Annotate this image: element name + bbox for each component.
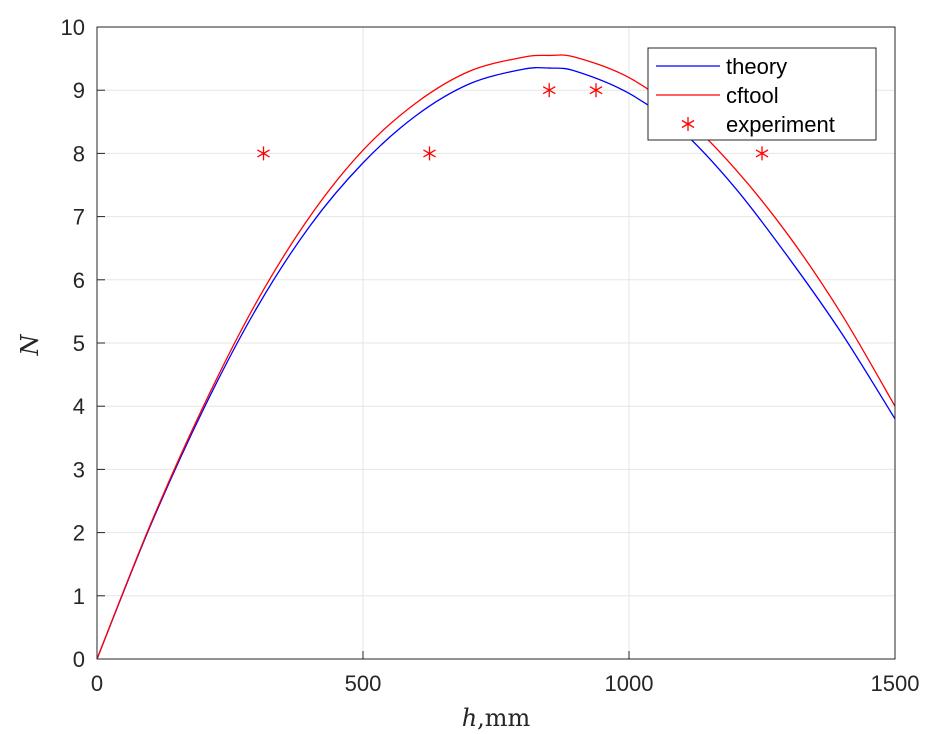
legend-swatch-experiment bbox=[681, 117, 695, 131]
data-point-experiment bbox=[589, 83, 603, 98]
data-point-experiment bbox=[542, 83, 556, 98]
y-axis-label: N bbox=[16, 334, 44, 357]
data-point-experiment bbox=[257, 146, 270, 161]
x-tick-label: 500 bbox=[345, 671, 382, 696]
series-layer bbox=[97, 54, 895, 659]
series-line-theory bbox=[97, 66, 895, 659]
y-tick-label: 7 bbox=[73, 205, 85, 230]
y-tick-label: 0 bbox=[73, 647, 85, 672]
y-tick-label: 6 bbox=[73, 268, 85, 293]
x-ticks: 0 500 1000 1500 bbox=[91, 651, 920, 696]
y-tick-label: 8 bbox=[73, 141, 85, 166]
y-tick-label: 9 bbox=[73, 78, 85, 103]
legend-label-theory: theory bbox=[726, 54, 787, 79]
x-axis-label-var: h bbox=[462, 704, 477, 732]
y-ticks: 0 1 2 3 4 5 6 7 8 9 10 bbox=[61, 15, 105, 672]
x-tick-label: 1500 bbox=[871, 671, 920, 696]
y-tick-label: 5 bbox=[73, 331, 85, 356]
legend-label-cftool: cftool bbox=[726, 83, 779, 108]
y-tick-label: 3 bbox=[73, 457, 85, 482]
legend: theory cftool experiment bbox=[647, 47, 877, 141]
legend-label-experiment: experiment bbox=[726, 112, 835, 137]
x-tick-label: 0 bbox=[91, 671, 103, 696]
x-axis-label-unit: ,mm bbox=[477, 704, 530, 732]
y-tick-label: 4 bbox=[73, 394, 85, 419]
data-point-experiment bbox=[755, 146, 769, 161]
y-tick-label: 1 bbox=[73, 584, 85, 609]
data-point-experiment bbox=[423, 146, 436, 161]
series-line-cftool bbox=[97, 54, 895, 659]
y-tick-label: 2 bbox=[73, 521, 85, 546]
y-tick-label: 10 bbox=[61, 15, 85, 40]
x-axis-label: h,mm bbox=[462, 704, 531, 732]
x-tick-label: 1000 bbox=[605, 671, 654, 696]
